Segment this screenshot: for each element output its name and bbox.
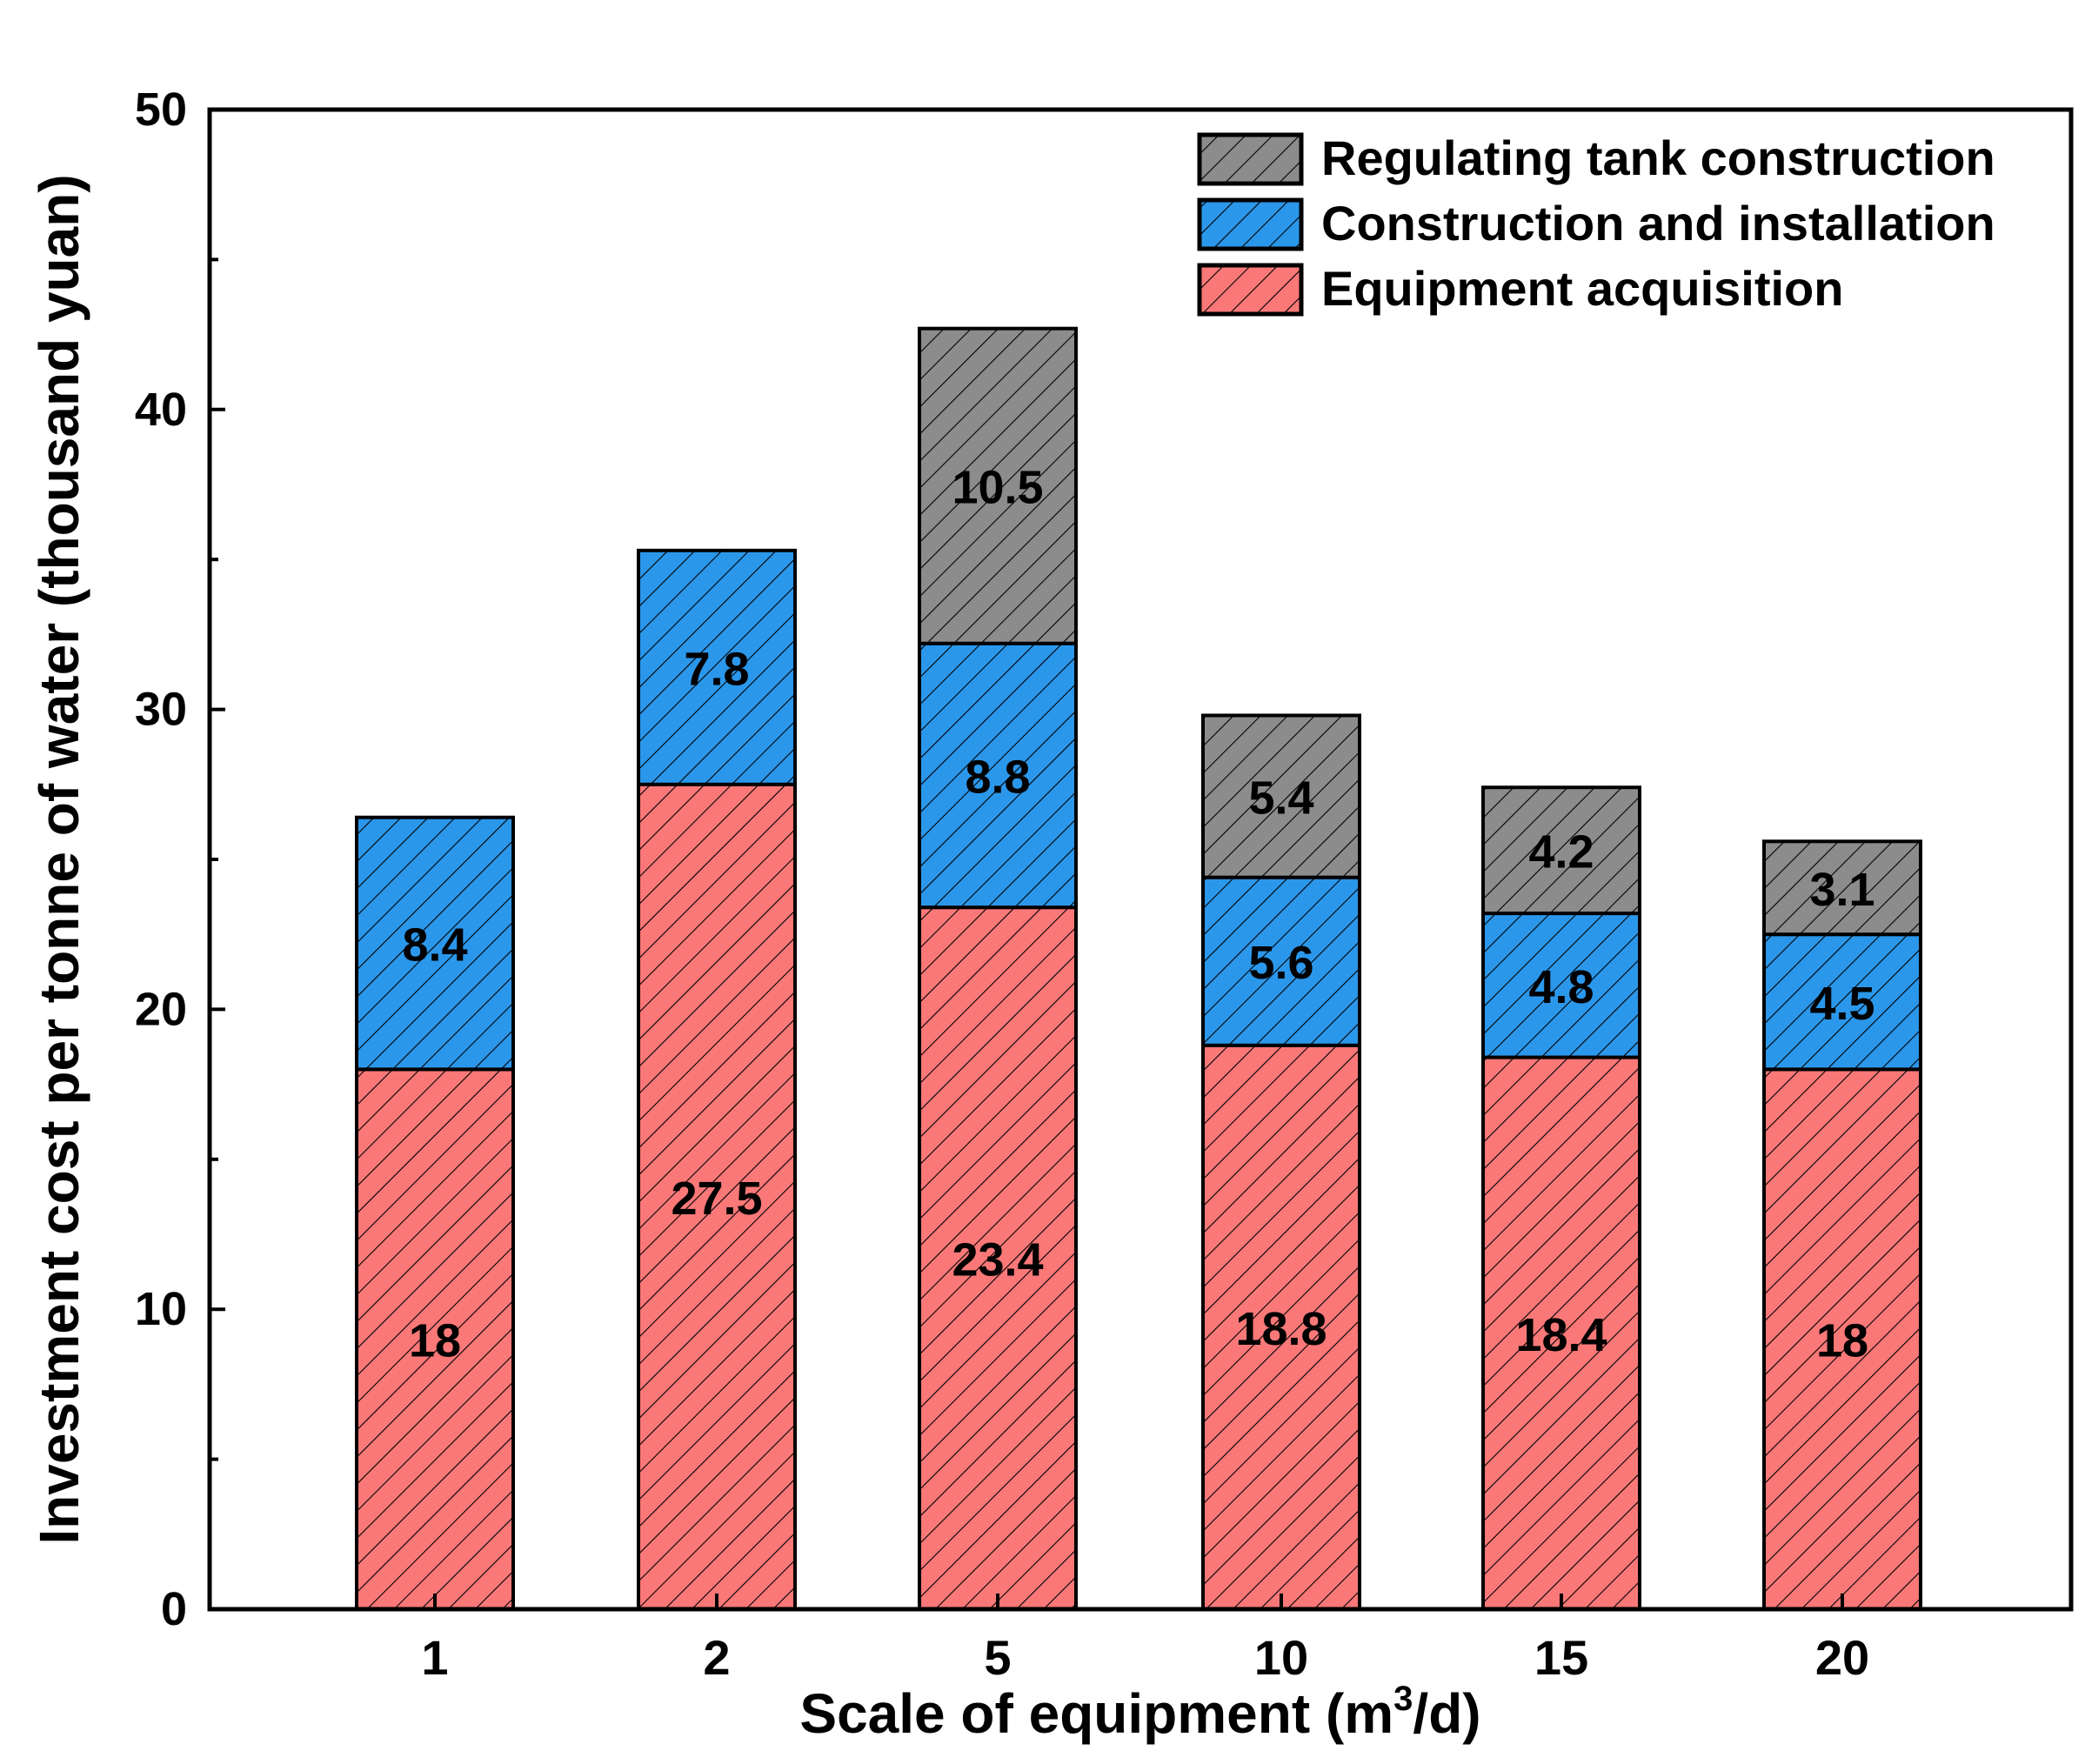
y-tick-label: 0 bbox=[161, 1583, 187, 1635]
legend-swatch-hatch bbox=[1197, 263, 1304, 317]
y-axis: 0 10 20 30 40 50 bbox=[135, 84, 225, 1635]
x-tick-label: 1 bbox=[421, 1630, 448, 1685]
data-label: 27.5 bbox=[671, 1173, 762, 1225]
bars-layer: 18 8.4 27.5 7.8 23.4 8.8 10.5 18.8 5.6 5.4 18.4 4.8… bbox=[355, 326, 1922, 1611]
legend-swatch-hatch bbox=[1197, 132, 1304, 186]
data-label: 4.8 bbox=[1528, 961, 1594, 1013]
bar-hatch bbox=[1201, 1043, 1361, 1611]
data-label: 18.4 bbox=[1515, 1309, 1607, 1361]
bar-hatch bbox=[918, 641, 1078, 910]
data-label: 5.6 bbox=[1248, 937, 1313, 989]
data-label: 5.4 bbox=[1248, 772, 1313, 825]
data-label: 18 bbox=[409, 1315, 461, 1367]
bar-hatch bbox=[355, 815, 515, 1072]
data-label: 3.1 bbox=[1809, 864, 1874, 916]
legend-label: Regulating tank construction bbox=[1321, 130, 1995, 185]
data-label: 8.8 bbox=[965, 751, 1030, 803]
data-label: 10.5 bbox=[952, 462, 1043, 514]
y-tick-label: 30 bbox=[135, 684, 187, 736]
x-tick-label: 5 bbox=[984, 1630, 1011, 1685]
x-tick-label: 10 bbox=[1254, 1630, 1308, 1685]
bar-hatch bbox=[1762, 1067, 1922, 1611]
data-label: 8.4 bbox=[402, 919, 467, 972]
bar-hatch bbox=[1201, 713, 1361, 879]
bar-hatch bbox=[355, 1067, 515, 1611]
legend: Regulating tank construction Construction… bbox=[1197, 130, 1995, 317]
y-tick-label: 20 bbox=[135, 983, 187, 1035]
legend-swatch-hatch bbox=[1197, 197, 1304, 251]
bar-hatch bbox=[918, 326, 1078, 645]
y-tick-label: 40 bbox=[135, 384, 187, 436]
bar-hatch bbox=[637, 548, 797, 786]
x-tick-label: 15 bbox=[1534, 1630, 1588, 1685]
x-axis: 1 2 5 10 15 20 bbox=[421, 1594, 1869, 1685]
x-axis-title: Scale of equipment (m3/d) bbox=[799, 1680, 1480, 1745]
data-label: 18 bbox=[1816, 1315, 1868, 1367]
data-label: 23.4 bbox=[952, 1234, 1043, 1286]
bar-hatch bbox=[1481, 1055, 1641, 1611]
y-axis-title: Investment cost per tonne of water (thou… bbox=[28, 174, 90, 1544]
data-label: 4.5 bbox=[1809, 978, 1874, 1030]
data-label: 4.2 bbox=[1528, 826, 1594, 879]
data-label: 7.8 bbox=[684, 643, 749, 695]
bar-hatch bbox=[1481, 785, 1641, 916]
x-tick-label: 20 bbox=[1815, 1630, 1869, 1685]
bar-hatch bbox=[1762, 839, 1922, 937]
x-tick-label: 2 bbox=[703, 1630, 730, 1685]
y-tick-label: 10 bbox=[135, 1283, 187, 1335]
data-label: 18.8 bbox=[1235, 1303, 1327, 1355]
legend-label: Equipment acquisition bbox=[1321, 261, 1843, 316]
legend-label: Construction and installation bbox=[1321, 196, 1995, 251]
bar-hatch bbox=[1201, 875, 1361, 1047]
y-tick-label: 50 bbox=[135, 84, 187, 136]
